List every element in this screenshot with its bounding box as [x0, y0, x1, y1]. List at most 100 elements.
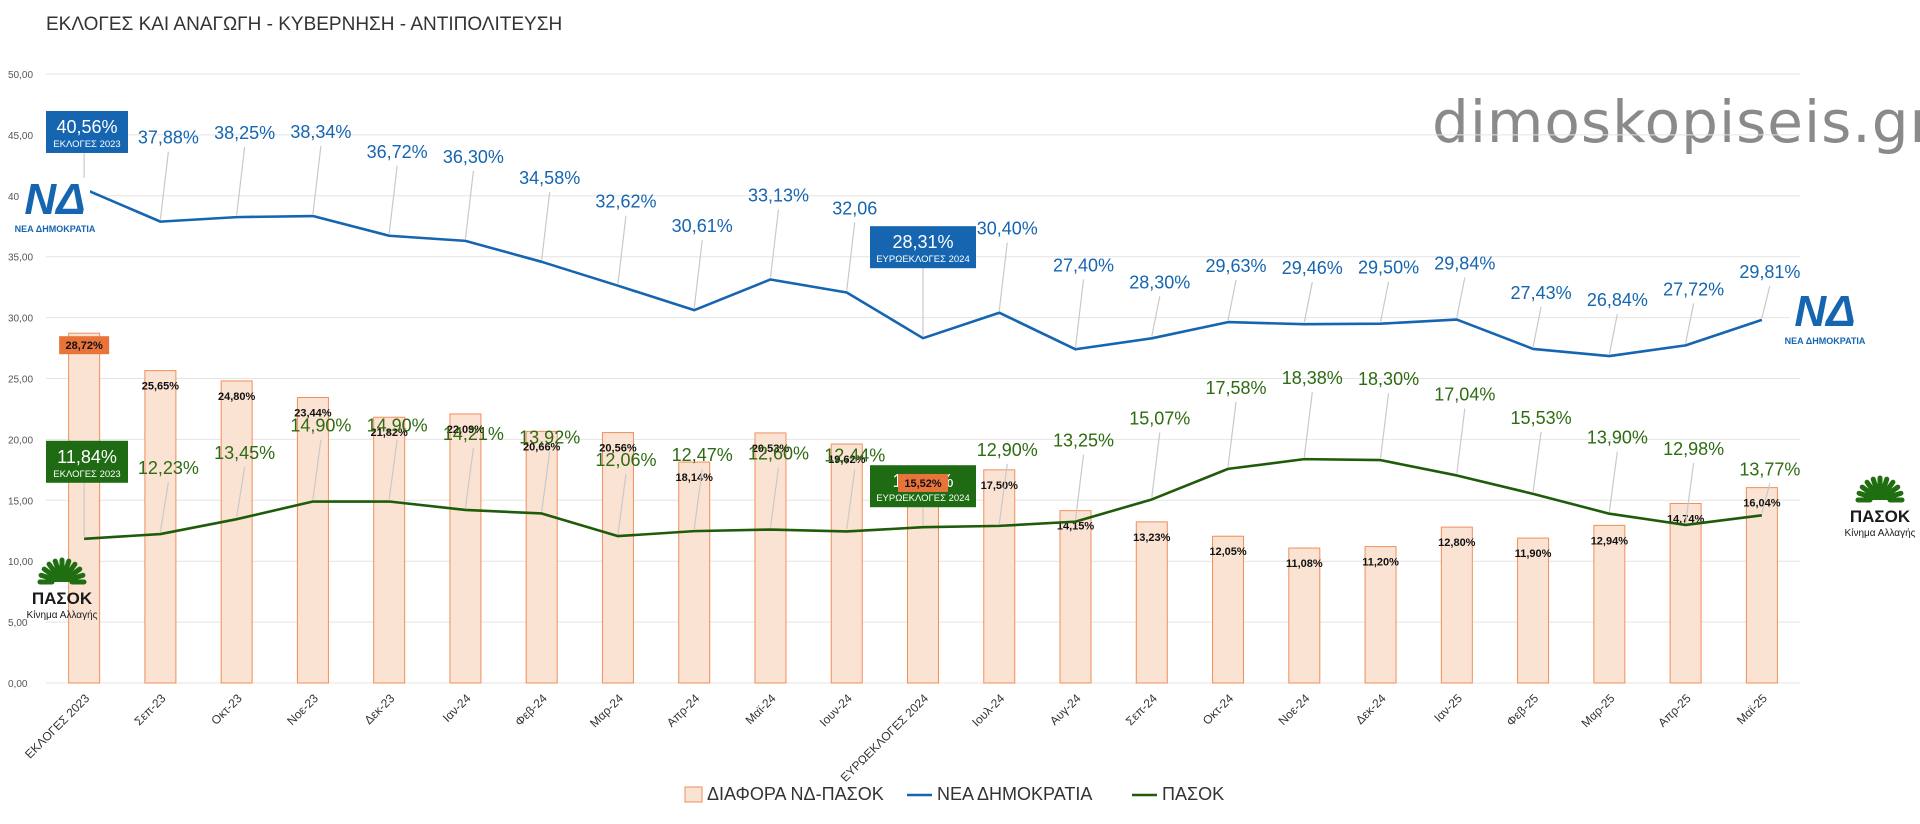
pasok-data-label: 17,04%	[1434, 384, 1495, 404]
leader-line	[1532, 431, 1542, 492]
x-axis-labels: ΕΚΛΟΓΕΣ 2023 Σεπ-23 Οκτ-23 Νοε-23 Δεκ-23 Ιαν-…	[22, 691, 1770, 785]
callout-caption: ΕΥΡΩΕΚΛΟΓΕΣ 2024	[876, 493, 970, 504]
leader-line	[1456, 277, 1466, 318]
x-tick-label: Ιαν-24	[440, 691, 474, 725]
line-series-nd	[83, 187, 1763, 358]
leader-line	[846, 469, 856, 530]
nd-data-label: 33,13%	[748, 185, 809, 205]
leader-line	[998, 463, 1008, 524]
y-tick-label: 25,00	[8, 375, 33, 386]
diff-bar	[1669, 502, 1702, 684]
nd-logo-icon: ΝΔ	[1794, 287, 1855, 336]
leader-line	[236, 147, 246, 216]
leader-line	[1761, 285, 1771, 319]
diff-data-label: 20,66%	[523, 441, 561, 453]
diff-bar	[1440, 526, 1473, 684]
leader-line	[159, 151, 169, 220]
nd-callout-box	[46, 110, 128, 153]
pasok-data-label: 12,06%	[595, 450, 656, 470]
pasok-data-label: 13,90%	[1587, 428, 1648, 448]
x-tick-label: Ιαν-25	[1431, 691, 1465, 725]
pasok-logo-caption: Κίνημα Αλλαγής	[1845, 527, 1916, 539]
nd-data-label: 38,25%	[214, 123, 275, 143]
pasok-logo-caption: Κίνημα Αλλαγής	[27, 609, 98, 621]
label-leader-lines	[83, 145, 1771, 537]
diff-bar	[830, 443, 863, 684]
y-axis-ticks: 0,005,0010,0015,0020,0025,0030,0035,0040…	[8, 70, 33, 690]
leader-line	[312, 439, 322, 500]
diff-bar	[754, 432, 787, 684]
legend-item: ΠΑΣΟΚ	[1132, 784, 1224, 804]
pasok-data-label: 17,58%	[1206, 378, 1267, 398]
x-tick-label: ΕΚΛΟΓΕΣ 2023	[22, 691, 92, 761]
pasok-data-label: 13,25%	[1053, 431, 1114, 451]
x-tick-label: Μαρ-25	[1579, 691, 1618, 730]
leader-line	[388, 439, 398, 500]
leader-line	[617, 215, 627, 284]
nd-data-label: 27,72%	[1663, 279, 1724, 299]
nd-data-label: 36,72%	[367, 142, 428, 162]
nd-data-label: 32,62%	[595, 192, 656, 212]
nd-data-label: 37,88%	[138, 128, 199, 148]
diff-bar	[907, 493, 939, 684]
nd-data-label: 30,61%	[672, 216, 733, 236]
x-tick-label: Μαρ-24	[587, 691, 626, 730]
pasok-data-label: 14,21%	[443, 424, 504, 444]
leader-line	[1456, 408, 1466, 474]
callout-caption: ΕΥΡΩΕΚΛΟΓΕΣ 2024	[876, 254, 970, 265]
diff-data-label: 13,23%	[1133, 532, 1171, 544]
legend-label: ΠΑΣΟΚ	[1162, 784, 1224, 804]
pasok-data-label: 13,92%	[519, 427, 580, 447]
diff-data-label: 21,82%	[371, 427, 409, 439]
nd-data-label: 32,06	[832, 199, 877, 219]
diff-bar	[220, 380, 253, 684]
x-tick-label: Ιουν-24	[817, 691, 855, 729]
leader-line	[1685, 303, 1695, 344]
y-tick-label: 20,00	[8, 435, 33, 446]
leader-line	[1151, 432, 1161, 498]
leader-line	[1685, 462, 1695, 523]
y-tick-label: 50,00	[8, 70, 33, 81]
watermark: dimoskopiseis.gr	[1432, 88, 1920, 156]
pasok-data-label: 14,90%	[367, 416, 428, 436]
nd-logo-icon: ΝΔ	[24, 175, 85, 224]
x-tick-label: Σεπ-24	[1123, 691, 1160, 728]
nd-callout-box	[870, 226, 976, 269]
y-tick-label: 15,00	[8, 496, 33, 507]
nd-data-label: 29,50%	[1358, 258, 1419, 278]
diff-data-label: 11,20%	[1362, 557, 1399, 569]
leader-line	[159, 481, 169, 533]
leader-line	[236, 467, 246, 518]
pasok-data-label: 15,53%	[1511, 408, 1572, 428]
diff-callout-box	[898, 473, 948, 492]
nd-data-label: 28,30%	[1129, 272, 1190, 292]
nd-data-label: 29,84%	[1434, 254, 1495, 274]
diff-bar	[601, 432, 634, 684]
leader-line	[1074, 279, 1085, 348]
pasok-data-label: 12,98%	[1663, 439, 1724, 459]
nd-data-label: 26,84%	[1587, 290, 1648, 310]
diff-callout-box	[59, 336, 110, 355]
nd-data-label: 36,30%	[443, 147, 504, 167]
diff-data-label: 22,09%	[447, 424, 485, 436]
pasok-data-label: 12,90%	[977, 440, 1038, 460]
x-tick-label: Απρ-25	[1655, 691, 1694, 730]
diff-bar	[1135, 521, 1168, 684]
callout-value: 28,31%	[892, 232, 953, 252]
y-tick-label: 35,00	[8, 253, 33, 264]
leader-line	[1608, 313, 1618, 355]
nd-data-label: 27,43%	[1511, 283, 1572, 303]
x-tick-label: Σεπ-23	[131, 691, 168, 728]
leader-line	[1761, 483, 1771, 514]
nd-data-label: 29,63%	[1206, 256, 1267, 276]
nd-data-label: 29,46%	[1282, 258, 1343, 278]
pasok-sun-icon	[1855, 475, 1905, 503]
leader-line	[998, 242, 1008, 311]
diff-bar	[983, 469, 1016, 684]
leader-line	[1608, 451, 1618, 512]
leader-line	[464, 170, 475, 239]
x-tick-label: Φεβ-25	[1504, 691, 1542, 729]
leader-line	[769, 209, 780, 278]
